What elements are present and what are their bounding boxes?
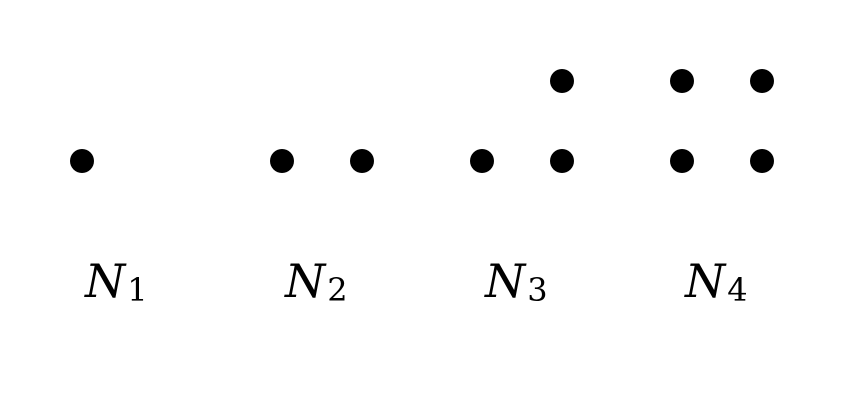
figure-label-index: 2 — [327, 271, 347, 309]
dot — [270, 149, 294, 173]
figure-label-letter: N — [84, 254, 127, 308]
figure-label-letter: N — [284, 254, 327, 308]
figure-label-index: 3 — [527, 271, 547, 309]
dot — [470, 149, 494, 173]
figure-n3: N3 — [470, 69, 574, 309]
figure-label-index: 4 — [727, 271, 747, 309]
dot — [350, 149, 374, 173]
dot — [550, 149, 574, 173]
dot — [550, 69, 574, 93]
figure-label: N1 — [84, 254, 148, 309]
dot — [670, 149, 694, 173]
dot — [670, 69, 694, 93]
figure-n4: N4 — [670, 69, 774, 309]
figure-n2: N2 — [270, 149, 374, 309]
figure-label: N4 — [684, 254, 748, 309]
figure-label-letter: N — [684, 254, 727, 308]
figure-n1: N1 — [70, 149, 148, 309]
figure-label-index: 1 — [127, 271, 147, 309]
figure-label-letter: N — [484, 254, 527, 308]
dot — [750, 69, 774, 93]
dot — [70, 149, 94, 173]
dot — [750, 149, 774, 173]
figure-label: N2 — [284, 254, 348, 309]
figure-label: N3 — [484, 254, 548, 309]
